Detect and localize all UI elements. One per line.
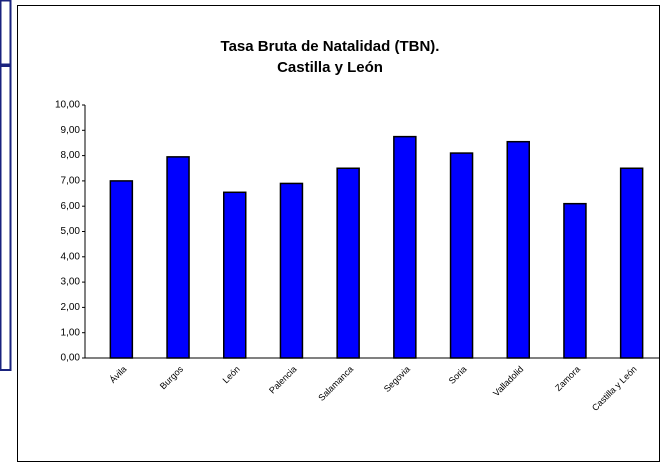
side-panel <box>0 0 12 66</box>
bar <box>279 182 304 359</box>
bar <box>393 135 417 359</box>
chart-title: Castilla y León <box>277 59 383 76</box>
y-tick-label: 6,00 <box>61 201 81 212</box>
y-tick-label: 8,00 <box>61 150 81 161</box>
y-tick-label: 7,00 <box>61 176 81 187</box>
y-tick-label: 0,00 <box>61 353 81 364</box>
bar <box>109 180 134 359</box>
y-tick-label: 9,00 <box>61 125 81 136</box>
bar <box>166 156 190 359</box>
y-tick-label: 1,00 <box>61 327 81 338</box>
y-tick-label: 4,00 <box>61 251 81 262</box>
bar <box>449 152 474 359</box>
side-panel <box>0 65 12 371</box>
y-tick-label: 2,00 <box>61 302 81 313</box>
bar <box>506 140 530 359</box>
chart-title: Tasa Bruta de Natalidad (TBN). <box>221 38 440 55</box>
y-tick-label: 5,00 <box>61 226 81 237</box>
y-tick-label: 3,00 <box>61 277 81 288</box>
bar <box>619 167 644 359</box>
y-tick-label: 10,00 <box>55 100 80 111</box>
bar <box>563 202 587 359</box>
bar <box>223 191 247 359</box>
bar <box>336 167 360 359</box>
